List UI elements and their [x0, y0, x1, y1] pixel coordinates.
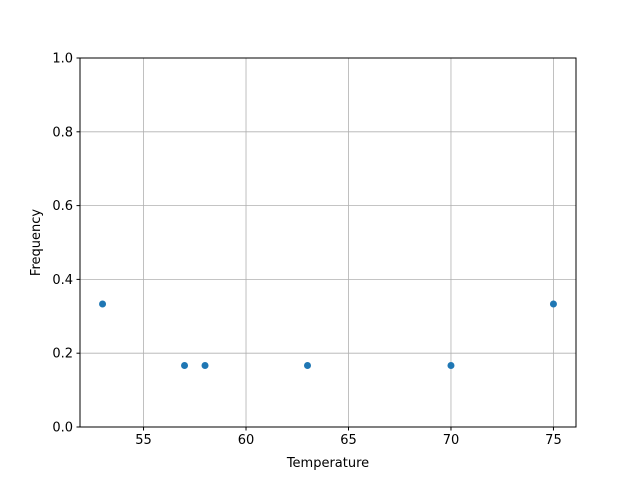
y-tick-label: 0.8 — [52, 125, 73, 140]
y-axis-label: Frequency — [29, 209, 44, 276]
x-tick-label: 55 — [135, 433, 152, 448]
x-tick-label: 70 — [443, 433, 460, 448]
x-tick-label: 65 — [340, 433, 357, 448]
data-point — [181, 361, 189, 369]
data-point — [201, 361, 209, 369]
plot-frame — [79, 57, 577, 428]
data-point — [549, 300, 557, 308]
data-point — [99, 300, 107, 308]
x-tick-label: 75 — [545, 433, 562, 448]
x-axis-ticks: 55 60 65 70 75 — [135, 427, 562, 448]
y-tick-label: 0.2 — [52, 347, 73, 362]
y-tick-label: 1.0 — [52, 52, 73, 67]
y-tick-label: 0.6 — [52, 199, 73, 214]
y-axis-ticks: 0.0 0.2 0.4 0.6 0.8 1.0 — [52, 52, 80, 436]
y-tick-label: 0.0 — [52, 421, 73, 436]
x-tick-label: 60 — [238, 433, 255, 448]
data-point — [447, 361, 455, 369]
data-point — [304, 361, 312, 369]
grid — [80, 57, 576, 428]
y-tick-label: 0.4 — [52, 273, 73, 288]
data-points — [99, 300, 557, 369]
x-axis-label: Temperature — [286, 456, 369, 471]
